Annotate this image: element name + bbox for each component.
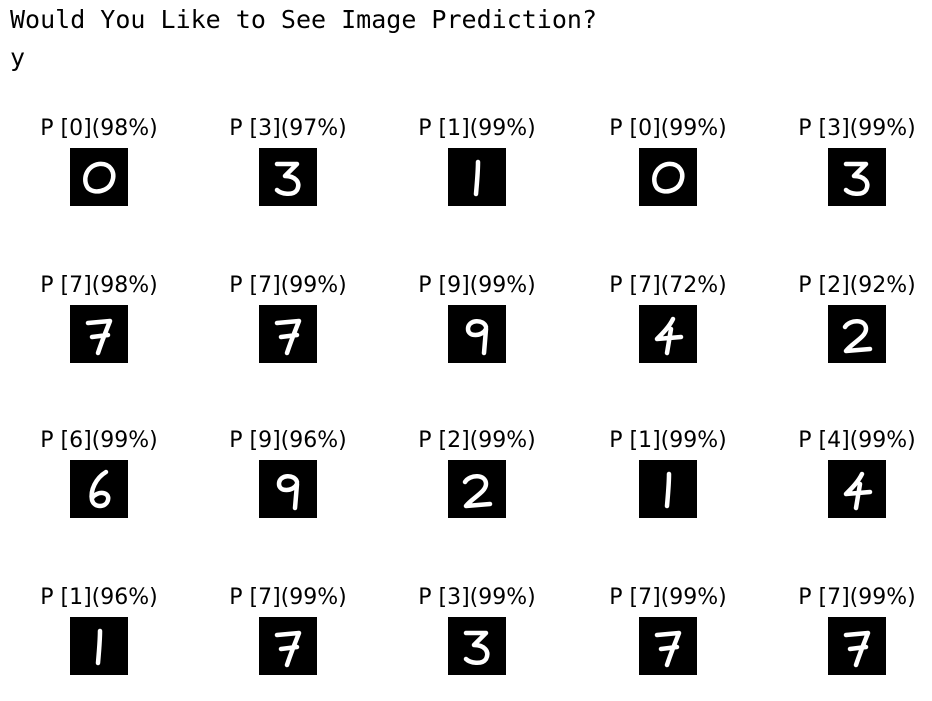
digit-image: [639, 460, 697, 518]
prediction-label: P [3](99%): [418, 585, 536, 610]
digit-image: [639, 305, 697, 363]
digit-image: [259, 460, 317, 518]
digit-image: [828, 148, 886, 206]
digit-image: [448, 460, 506, 518]
prediction-label: P [7](99%): [229, 273, 347, 298]
prediction-label: P [7](99%): [229, 585, 347, 610]
prompt-question: Would You Like to See Image Prediction?: [10, 5, 597, 34]
prediction-cell: P [7](98%): [14, 272, 184, 372]
digit-image: [259, 305, 317, 363]
prediction-label: P [0](99%): [609, 116, 727, 141]
digit-image: [259, 148, 317, 206]
prediction-label: P [4](99%): [798, 428, 916, 453]
prediction-cell: P [2](99%): [392, 427, 562, 527]
prediction-label: P [6](99%): [40, 428, 158, 453]
prediction-label: P [7](99%): [609, 585, 727, 610]
prediction-label: P [9](99%): [418, 273, 536, 298]
prediction-label: P [3](99%): [798, 116, 916, 141]
digit-image: [828, 305, 886, 363]
digit-image: [70, 148, 128, 206]
digit-image: [448, 617, 506, 675]
prediction-label: P [9](96%): [229, 428, 347, 453]
prediction-cell: P [7](99%): [203, 272, 373, 372]
digit-image: [828, 460, 886, 518]
prediction-label: P [1](99%): [609, 428, 727, 453]
digit-image: [639, 617, 697, 675]
prediction-label: P [1](96%): [40, 585, 158, 610]
prompt-answer: y: [10, 43, 26, 72]
prediction-label: P [7](72%): [609, 273, 727, 298]
prediction-cell: P [0](98%): [14, 115, 184, 215]
prediction-cell: P [2](92%): [772, 272, 932, 372]
digit-image: [259, 617, 317, 675]
prediction-label: P [3](97%): [229, 116, 347, 141]
prediction-cell: P [7](99%): [772, 584, 932, 684]
prediction-label: P [7](98%): [40, 273, 158, 298]
prediction-cell: P [7](99%): [583, 584, 753, 684]
prediction-cell: P [1](99%): [392, 115, 562, 215]
prediction-cell: P [9](99%): [392, 272, 562, 372]
prediction-label: P [2](99%): [418, 428, 536, 453]
prediction-label: P [1](99%): [418, 116, 536, 141]
prediction-cell: P [7](99%): [203, 584, 373, 684]
prediction-cell: P [3](99%): [392, 584, 562, 684]
prediction-cell: P [3](97%): [203, 115, 373, 215]
prediction-cell: P [6](99%): [14, 427, 184, 527]
digit-image: [70, 305, 128, 363]
prediction-label: P [2](92%): [798, 273, 916, 298]
prediction-label: P [7](99%): [798, 585, 916, 610]
prediction-label: P [0](98%): [40, 116, 158, 141]
prediction-cell: P [1](96%): [14, 584, 184, 684]
digit-image: [828, 617, 886, 675]
digit-image: [639, 148, 697, 206]
digit-image: [70, 460, 128, 518]
digit-image: [448, 305, 506, 363]
digit-image: [448, 148, 506, 206]
digit-image: [70, 617, 128, 675]
prediction-cell: P [7](72%): [583, 272, 753, 372]
prediction-cell: P [3](99%): [772, 115, 932, 215]
prediction-cell: P [9](96%): [203, 427, 373, 527]
prediction-cell: P [4](99%): [772, 427, 932, 527]
prediction-cell: P [1](99%): [583, 427, 753, 527]
prediction-cell: P [0](99%): [583, 115, 753, 215]
